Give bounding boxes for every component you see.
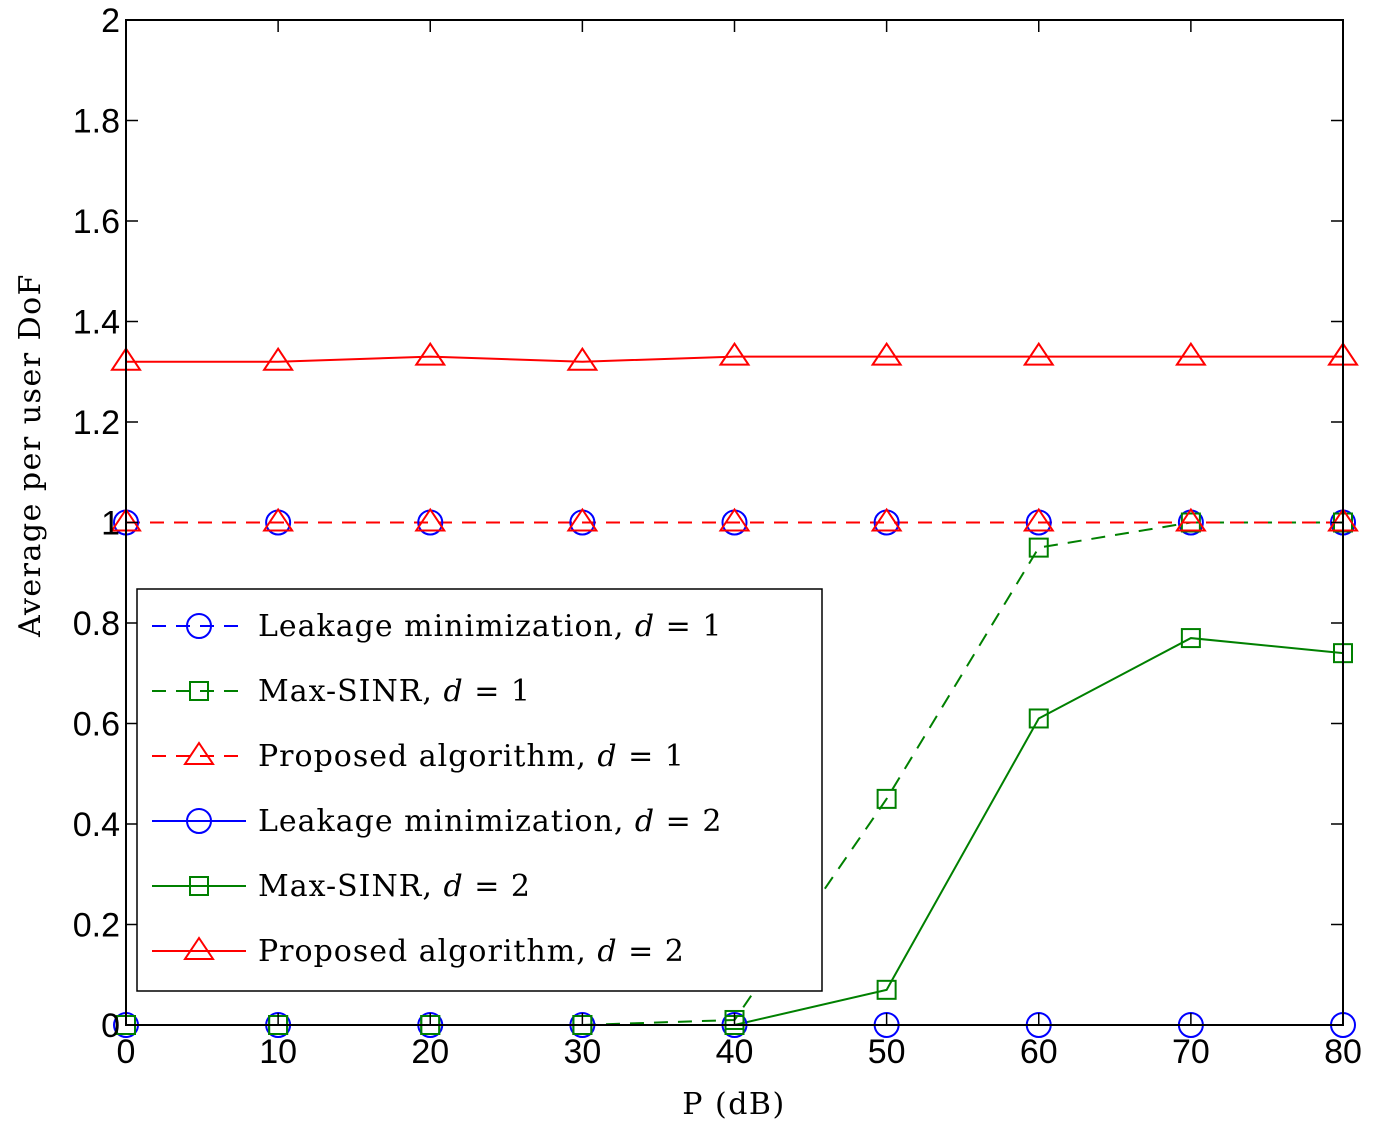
data-point xyxy=(870,341,903,366)
x-tick-label: 40 xyxy=(716,1033,754,1071)
x-axis-label: P (dB) xyxy=(682,1087,785,1122)
series-line-5 xyxy=(126,355,1343,363)
legend-entry: Proposed algorithm, d = 1 xyxy=(152,739,685,774)
legend-entry: Max-SINR, d = 1 xyxy=(152,674,531,709)
data-point xyxy=(262,507,294,532)
y-tick-label: 1 xyxy=(101,505,120,543)
data-point xyxy=(870,507,903,532)
axis-tick-labels: 0 10 20 30 40 50 60 70 80 0 0.2 0.4 0.6 0.8 1 1.2 1.4 1.6… xyxy=(73,2,1362,1071)
legend: Leakage minimization, d = 1 Max-SINR, d =… xyxy=(136,588,823,992)
x-tick-label: 60 xyxy=(1020,1033,1058,1071)
data-point xyxy=(1175,341,1207,366)
y-tick-label: 1.8 xyxy=(73,103,120,141)
data-point xyxy=(1028,708,1049,729)
legend-label: Proposed algorithm, d = 1 xyxy=(258,739,685,774)
x-tick-label: 70 xyxy=(1172,1033,1210,1071)
legend-swatch-marker xyxy=(186,613,212,639)
legend-entry: Max-SINR, d = 2 xyxy=(152,869,531,904)
legend-entry: Proposed algorithm, d = 2 xyxy=(152,934,685,969)
y-tick-label: 0.6 xyxy=(73,706,120,744)
legend-swatch-marker xyxy=(189,876,209,896)
x-tick-label: 20 xyxy=(411,1033,449,1071)
y-tick-label: 1.6 xyxy=(73,203,120,241)
x-tick-label: 80 xyxy=(1324,1033,1362,1071)
data-point xyxy=(566,507,599,532)
legend-swatch-marker xyxy=(189,681,209,701)
y-tick-label: 0.8 xyxy=(73,605,120,643)
legend-box xyxy=(136,588,823,992)
data-point xyxy=(718,341,751,366)
legend-entry: Leakage minimization, d = 2 xyxy=(152,804,722,839)
x-tick-label: 0 xyxy=(117,1033,136,1071)
data-point xyxy=(718,507,751,532)
legend-entry: Leakage minimization, d = 1 xyxy=(152,609,722,644)
data-point xyxy=(262,346,294,371)
x-tick-label: 10 xyxy=(259,1033,297,1071)
legend-label: Proposed algorithm, d = 2 xyxy=(258,934,685,969)
legend-label: Leakage minimization, d = 1 xyxy=(258,609,722,644)
y-axis-label: Average per user DoF xyxy=(13,273,48,638)
y-tick-label: 0.4 xyxy=(73,806,120,844)
legend-label: Leakage minimization, d = 2 xyxy=(258,804,722,839)
legend-label: Max-SINR, d = 2 xyxy=(258,869,531,904)
legend-swatch-marker xyxy=(183,741,215,765)
legend-swatch-marker xyxy=(183,936,215,960)
x-tick-label: 30 xyxy=(563,1033,601,1071)
data-point xyxy=(414,507,447,532)
y-tick-label: 0 xyxy=(101,1007,120,1045)
data-point xyxy=(876,788,897,809)
data-point xyxy=(1028,537,1049,558)
y-tick-label: 1.2 xyxy=(73,404,120,442)
data-point xyxy=(566,346,599,371)
y-tick-label: 0.2 xyxy=(73,907,120,945)
data-point xyxy=(876,979,897,1000)
data-point xyxy=(1022,341,1055,366)
axis-ticks xyxy=(125,19,1344,1026)
data-point xyxy=(1175,507,1207,532)
y-tick-label: 2 xyxy=(101,2,120,40)
legend-swatch-marker xyxy=(186,808,212,834)
data-point xyxy=(414,341,447,366)
x-tick-label: 50 xyxy=(868,1033,906,1071)
data-point xyxy=(1022,507,1055,532)
legend-label: Max-SINR, d = 1 xyxy=(258,674,531,709)
y-tick-label: 1.4 xyxy=(73,304,120,342)
data-point xyxy=(1180,628,1201,649)
